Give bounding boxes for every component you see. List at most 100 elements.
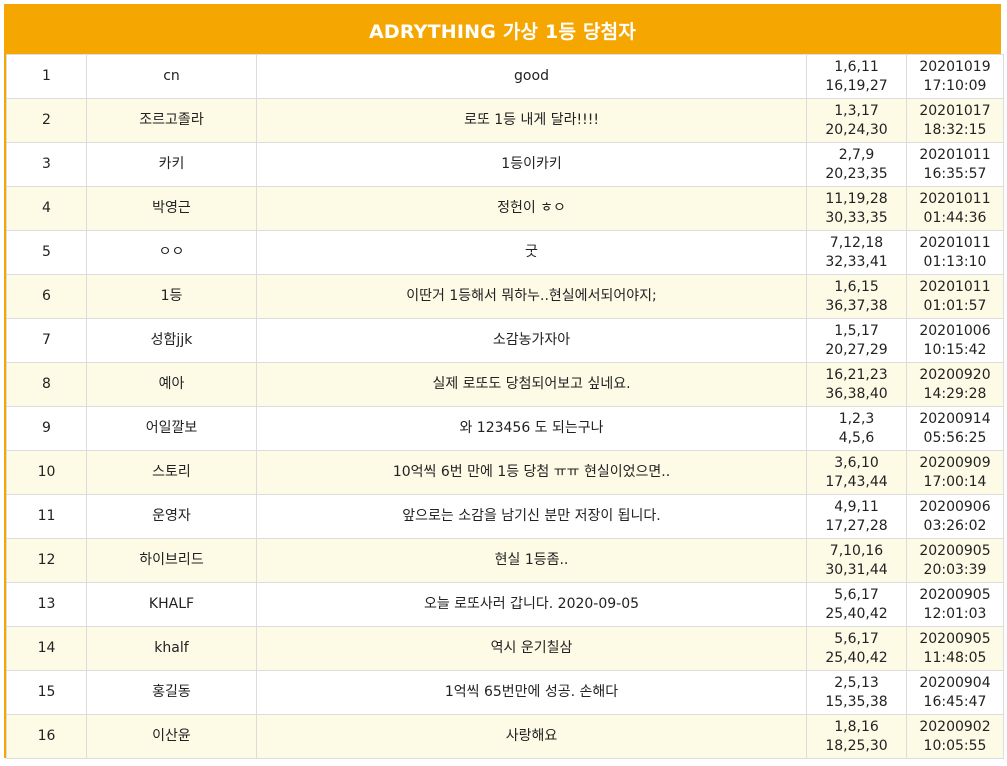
date-text: 20200906 bbox=[919, 498, 991, 515]
date-text: 20200909 bbox=[919, 454, 991, 471]
winner-name-cell: 어일깔보 bbox=[86, 406, 257, 451]
numbers-cell: 7,10,16 30,31,44 bbox=[806, 538, 907, 583]
message-cell: 10억씩 6번 만에 1등 당첨 ㅠㅠ 현실이었으면.. bbox=[256, 450, 807, 495]
numbers-line-1: 16,21,23 bbox=[825, 366, 888, 383]
message-cell: 오늘 로또사러 갑니다. 2020-09-05 bbox=[256, 582, 807, 627]
rank-cell: 4 bbox=[6, 186, 87, 231]
numbers-line-1: 1,2,3 bbox=[838, 410, 875, 427]
numbers-line-2: 25,40,42 bbox=[825, 605, 888, 622]
winners-panel: ADRYTHING 가상 1등 당첨자 1 cn good 1,6,11 16,19,2… bbox=[4, 4, 1004, 759]
timestamp-cell: 20200906 03:26:02 bbox=[906, 494, 1004, 539]
time-text: 17:10:09 bbox=[923, 77, 987, 94]
numbers-line-1: 7,10,16 bbox=[829, 542, 884, 559]
timestamp-cell: 20200905 12:01:03 bbox=[906, 582, 1004, 627]
date-text: 20201011 bbox=[919, 146, 991, 163]
table-row: 1 cn good 1,6,11 16,19,27 20201019 17:10:09 bbox=[6, 54, 1004, 99]
timestamp-cell: 20201006 10:15:42 bbox=[906, 318, 1004, 363]
numbers-line-1: 1,6,11 bbox=[834, 58, 879, 75]
table-row: 12 하이브리드 현실 1등좀.. 7,10,16 30,31,44 20200905 20… bbox=[6, 538, 1004, 583]
timestamp-cell: 20200905 11:48:05 bbox=[906, 626, 1004, 671]
winner-name-cell: 1등 bbox=[86, 274, 257, 319]
timestamp-cell: 20201019 17:10:09 bbox=[906, 54, 1004, 99]
numbers-line-2: 20,23,35 bbox=[825, 165, 888, 182]
timestamp-cell: 20200909 17:00:14 bbox=[906, 450, 1004, 495]
numbers-line-1: 7,12,18 bbox=[829, 234, 884, 251]
numbers-cell: 1,3,17 20,24,30 bbox=[806, 98, 907, 143]
message-cell: 1억씩 65번만에 성공. 손해다 bbox=[256, 670, 807, 715]
rank-cell: 15 bbox=[6, 670, 87, 715]
timestamp-cell: 20201017 18:32:15 bbox=[906, 98, 1004, 143]
time-text: 03:26:02 bbox=[923, 517, 987, 534]
time-text: 10:05:55 bbox=[923, 737, 987, 754]
message-cell: 현실 1등좀.. bbox=[256, 538, 807, 583]
winner-name-cell: 하이브리드 bbox=[86, 538, 257, 583]
winners-table-body: 1 cn good 1,6,11 16,19,27 20201019 17:10:09 2 조르… bbox=[6, 54, 1004, 759]
time-text: 05:56:25 bbox=[923, 429, 987, 446]
numbers-line-2: 20,27,29 bbox=[825, 341, 888, 358]
numbers-line-2: 20,24,30 bbox=[825, 121, 888, 138]
message-cell: 사랑해요 bbox=[256, 714, 807, 759]
numbers-line-2: 17,43,44 bbox=[825, 473, 888, 490]
rank-cell: 2 bbox=[6, 98, 87, 143]
table-row: 11 운영자 앞으로는 소감을 남기신 분만 저장이 됩니다. 4,9,11 17,27… bbox=[6, 494, 1004, 539]
winner-name-cell: 카키 bbox=[86, 142, 257, 187]
message-cell: good bbox=[256, 54, 807, 99]
rank-cell: 5 bbox=[6, 230, 87, 275]
winner-name-cell: khalf bbox=[86, 626, 257, 671]
numbers-line-2: 36,38,40 bbox=[825, 385, 888, 402]
date-text: 20200905 bbox=[919, 586, 991, 603]
winner-name-cell: 홍길동 bbox=[86, 670, 257, 715]
timestamp-cell: 20201011 01:44:36 bbox=[906, 186, 1004, 231]
date-text: 20201006 bbox=[919, 322, 991, 339]
rank-cell: 13 bbox=[6, 582, 87, 627]
timestamp-cell: 20200920 14:29:28 bbox=[906, 362, 1004, 407]
numbers-cell: 2,5,13 15,35,38 bbox=[806, 670, 907, 715]
page-title: ADRYTHING 가상 1등 당첨자 bbox=[6, 6, 999, 54]
numbers-cell: 1,8,16 18,25,30 bbox=[806, 714, 907, 759]
rank-cell: 10 bbox=[6, 450, 87, 495]
winner-name-cell: 조르고졸라 bbox=[86, 98, 257, 143]
time-text: 01:13:10 bbox=[923, 253, 987, 270]
winner-name-cell: 박영근 bbox=[86, 186, 257, 231]
date-text: 20201011 bbox=[919, 190, 991, 207]
table-row: 13 KHALF 오늘 로또사러 갑니다. 2020-09-05 5,6,17 25,4… bbox=[6, 582, 1004, 627]
winner-name-cell: cn bbox=[86, 54, 257, 99]
rank-cell: 11 bbox=[6, 494, 87, 539]
numbers-cell: 7,12,18 32,33,41 bbox=[806, 230, 907, 275]
numbers-line-1: 5,6,17 bbox=[834, 630, 879, 647]
numbers-line-2: 4,5,6 bbox=[838, 429, 875, 446]
date-text: 20201017 bbox=[919, 102, 991, 119]
time-text: 20:03:39 bbox=[923, 561, 987, 578]
time-text: 14:29:28 bbox=[923, 385, 987, 402]
rank-cell: 16 bbox=[6, 714, 87, 759]
table-row: 4 박영근 정헌이 ㅎㅇ 11,19,28 30,33,35 20201011 01:44:… bbox=[6, 186, 1004, 231]
numbers-cell: 11,19,28 30,33,35 bbox=[806, 186, 907, 231]
rank-cell: 7 bbox=[6, 318, 87, 363]
numbers-line-2: 30,33,35 bbox=[825, 209, 888, 226]
numbers-line-1: 5,6,17 bbox=[834, 586, 879, 603]
numbers-line-2: 36,37,38 bbox=[825, 297, 888, 314]
numbers-line-1: 1,3,17 bbox=[834, 102, 879, 119]
numbers-cell: 5,6,17 25,40,42 bbox=[806, 626, 907, 671]
table-row: 7 성함jjk 소감농가자아 1,5,17 20,27,29 20201006 10:15:… bbox=[6, 318, 1004, 363]
timestamp-cell: 20200914 05:56:25 bbox=[906, 406, 1004, 451]
time-text: 01:44:36 bbox=[923, 209, 987, 226]
winner-name-cell: 스토리 bbox=[86, 450, 257, 495]
rank-cell: 14 bbox=[6, 626, 87, 671]
message-cell: 정헌이 ㅎㅇ bbox=[256, 186, 807, 231]
table-row: 6 1등 이딴거 1등해서 뭐하누..현실에서되어야지; 1,6,15 36,37,38… bbox=[6, 274, 1004, 319]
numbers-line-1: 1,8,16 bbox=[834, 718, 879, 735]
date-text: 20200902 bbox=[919, 718, 991, 735]
table-row: 3 카키 1등이카키 2,7,9 20,23,35 20201011 16:35:57 bbox=[6, 142, 1004, 187]
message-cell: 이딴거 1등해서 뭐하누..현실에서되어야지; bbox=[256, 274, 807, 319]
time-text: 10:15:42 bbox=[923, 341, 987, 358]
table-row: 15 홍길동 1억씩 65번만에 성공. 손해다 2,5,13 15,35,38 2020… bbox=[6, 670, 1004, 715]
winner-name-cell: 운영자 bbox=[86, 494, 257, 539]
table-row: 8 예아 실제 로또도 당첨되어보고 싶네요. 16,21,23 36,38,40 202… bbox=[6, 362, 1004, 407]
table-row: 9 어일깔보 와 123456 도 되는구나 1,2,3 4,5,6 20200914 05… bbox=[6, 406, 1004, 451]
table-row: 5 ㅇㅇ 굿 7,12,18 32,33,41 20201011 01:13:10 bbox=[6, 230, 1004, 275]
table-row: 2 조르고졸라 로또 1등 내게 달라!!!! 1,3,17 20,24,30 20201… bbox=[6, 98, 1004, 143]
date-text: 20201011 bbox=[919, 278, 991, 295]
message-cell: 로또 1등 내게 달라!!!! bbox=[256, 98, 807, 143]
message-cell: 앞으로는 소감을 남기신 분만 저장이 됩니다. bbox=[256, 494, 807, 539]
